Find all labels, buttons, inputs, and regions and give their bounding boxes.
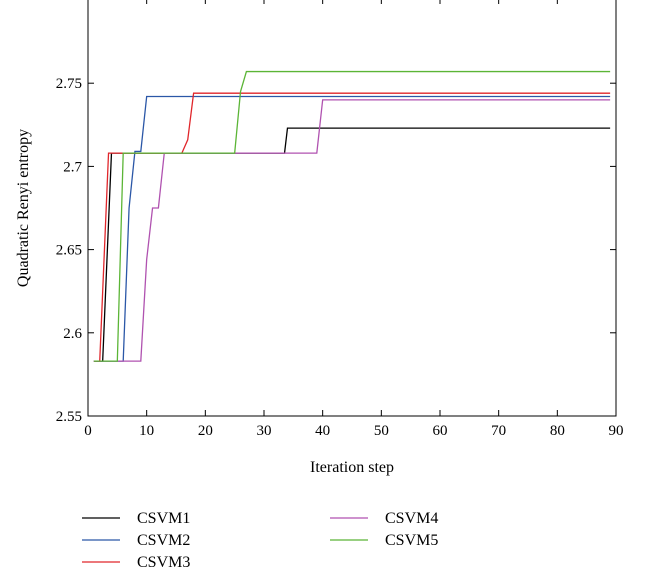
y-tick-label: 2.65: [56, 243, 82, 259]
series-line-csvm4: [93, 99, 611, 362]
y-tick-label: 2.6: [63, 326, 82, 342]
plot-area: [87, 0, 617, 417]
legend-label-csvm4: CSVM4: [385, 510, 438, 527]
y-axis-title: Quadratic Renyi entropy: [15, 129, 32, 287]
x-tick-label: 20: [198, 423, 213, 439]
series-line-csvm2: [93, 95, 611, 362]
x-tick-label: 90: [609, 423, 624, 439]
series-line-csvm3: [93, 92, 611, 362]
y-tick-label: 2.75: [56, 76, 82, 92]
x-tick-label: 10: [139, 423, 154, 439]
y-tick-label: 2.7: [63, 159, 82, 175]
series-line-csvm1: [93, 127, 611, 362]
plot-frame: [87, 0, 617, 417]
x-tick-label: 0: [84, 423, 92, 439]
x-tick-label: 40: [315, 423, 330, 439]
x-axis-title: Iteration step: [310, 459, 394, 476]
legend-label-csvm3: CSVM3: [137, 554, 190, 571]
legend-label-csvm1: CSVM1: [137, 510, 190, 527]
series-layer: [93, 70, 611, 362]
ticks-layer: 0 10 20 30 40 50 60 70 80 90 2.55 2.6 2.65 2.7 2.75: [56, 0, 624, 439]
legend-label-csvm2: CSVM2: [137, 532, 190, 549]
x-tick-label: 50: [374, 423, 389, 439]
x-tick-label: 30: [257, 423, 272, 439]
y-tick-label: 2.55: [56, 409, 82, 425]
x-tick-label: 70: [491, 423, 506, 439]
x-tick-label: 60: [433, 423, 448, 439]
legend-label-csvm5: CSVM5: [385, 532, 438, 549]
x-tick-label: 80: [550, 423, 565, 439]
legend: CSVM1 CSVM2 CSVM3 CSVM4 CSVM5: [82, 510, 438, 571]
series-line-csvm5: [93, 70, 611, 362]
